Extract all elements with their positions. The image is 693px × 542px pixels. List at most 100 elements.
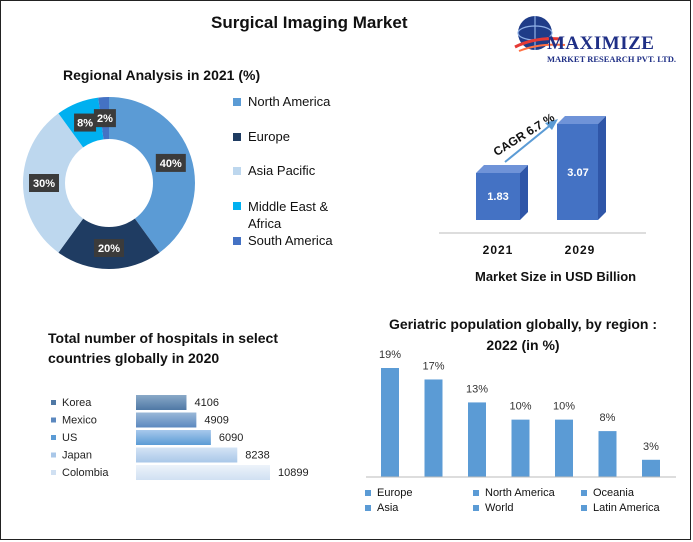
market-size-chart: 1.83 3.07 CAGR 6.7 % 2021 2029 bbox=[439, 110, 646, 257]
legend-swatch bbox=[473, 505, 479, 511]
legend-label: Asia bbox=[377, 502, 399, 514]
hospitals-chart: Korea 4106 Mexico 4909 US 6090 Japan 8238 Colomb… bbox=[51, 395, 309, 480]
geriatric-bar-value: 10% bbox=[509, 401, 531, 413]
hospital-bar bbox=[136, 447, 238, 463]
geriatric-bar-value: 19% bbox=[379, 349, 401, 361]
hospitals-title: Total number of hospitals in select coun… bbox=[48, 330, 278, 366]
hospital-bar bbox=[136, 430, 211, 445]
legend-swatch bbox=[51, 452, 56, 458]
donut-label-south-america: 2% bbox=[97, 113, 113, 125]
donut-title: Regional Analysis in 2021 (%) bbox=[63, 67, 261, 83]
donut-label-box bbox=[74, 113, 97, 132]
hospital-bar-value: 10899 bbox=[278, 467, 309, 479]
hospital-country-label: US bbox=[62, 432, 77, 444]
donut-label-box bbox=[155, 153, 186, 172]
donut-label-box bbox=[93, 109, 116, 128]
legend-swatch bbox=[51, 400, 56, 405]
legend-swatch bbox=[365, 505, 371, 511]
geriatric-bar bbox=[381, 368, 399, 477]
donut-chart: 40% 20% 30% 8% 2% bbox=[22, 97, 195, 269]
hospital-bar bbox=[136, 412, 197, 428]
legend-label: Middle East & Africa bbox=[248, 199, 329, 231]
geriatric-bar bbox=[468, 402, 486, 477]
legend-europe: Europe bbox=[365, 487, 412, 499]
donut-label-box bbox=[29, 174, 59, 192]
legend-swatch bbox=[365, 490, 371, 496]
legend-north-america: North America bbox=[473, 487, 555, 499]
hospital-country-label: Korea bbox=[62, 397, 92, 409]
hospital-bar-value: 4106 bbox=[194, 397, 218, 409]
legend-swatch bbox=[233, 133, 241, 141]
legend-swatch bbox=[51, 470, 56, 475]
x-label-2021: 2021 bbox=[483, 243, 514, 257]
geriatric-bar-value: 13% bbox=[466, 383, 488, 395]
main-title: Surgical Imaging Market bbox=[211, 13, 408, 32]
legend-asia-pacific: Asia Pacific bbox=[233, 163, 315, 178]
hospital-country-label: Colombia bbox=[62, 467, 109, 479]
legend-label: North America bbox=[248, 94, 331, 109]
donut-slice-north-america bbox=[109, 97, 195, 253]
geriatric-bar bbox=[642, 459, 660, 477]
legend-world: World bbox=[473, 502, 514, 514]
hospital-bar-value: 8238 bbox=[245, 450, 269, 462]
logo-name: MAXIMIZE bbox=[547, 33, 655, 54]
hospital-country-label: Japan bbox=[62, 450, 92, 462]
market-size-title: Market Size in USD Billion bbox=[475, 269, 637, 284]
donut-label-asia-pacific: 30% bbox=[33, 178, 55, 190]
geriatric-bar-value: 8% bbox=[600, 412, 616, 424]
legend-swatch bbox=[51, 417, 56, 423]
legend-europe: Europe bbox=[233, 129, 290, 144]
geriatric-bar-value: 17% bbox=[422, 360, 444, 372]
legend-swatch bbox=[233, 237, 241, 245]
donut-label-north-america: 40% bbox=[160, 158, 182, 170]
legend-label: North America bbox=[485, 487, 555, 499]
legend-label: Oceania bbox=[593, 487, 634, 499]
legend-label: Asia Pacific bbox=[248, 163, 316, 178]
donut-label-europe: 20% bbox=[98, 243, 120, 255]
legend-swatch bbox=[51, 435, 56, 440]
donut-label-box bbox=[94, 239, 124, 257]
bar-value-2021: 1.83 bbox=[487, 191, 508, 203]
cagr-arrow bbox=[504, 122, 554, 163]
hospital-bar bbox=[136, 395, 187, 410]
bar-2029 bbox=[557, 116, 606, 220]
geriatric-bar bbox=[555, 419, 573, 477]
cagr-arrow-head bbox=[545, 119, 558, 130]
legend-middle-east-africa: Middle East & Africa bbox=[233, 198, 333, 232]
legend-swatch bbox=[473, 490, 479, 496]
logo: MAXIMIZE MARKET RESEARCH PVT. LTD. bbox=[509, 9, 689, 67]
geriatric-bar bbox=[511, 419, 530, 477]
legend-swatch bbox=[233, 167, 241, 175]
legend-oceania: Oceania bbox=[581, 487, 634, 499]
legend-south-america: South America bbox=[233, 233, 333, 248]
geriatric-bar bbox=[598, 431, 617, 477]
geriatric-bar bbox=[424, 379, 443, 477]
geriatric-bar-value: 10% bbox=[553, 401, 575, 413]
hospital-bar-value: 4909 bbox=[204, 415, 228, 427]
legend-swatch bbox=[233, 98, 241, 106]
legend-label: Latin America bbox=[593, 502, 660, 514]
hospital-bar bbox=[136, 465, 270, 480]
geriatric-bar-value: 3% bbox=[643, 441, 659, 453]
legend-north-america: North America bbox=[233, 94, 330, 109]
legend-asia: Asia bbox=[365, 502, 398, 514]
bar-2021 bbox=[476, 165, 528, 220]
globe-icon bbox=[514, 16, 566, 52]
geriatric-chart: 19% 17% 13% 10% 10% 8% 3% bbox=[366, 349, 676, 478]
legend-swatch bbox=[581, 490, 587, 496]
donut-label-middle-east-africa: 8% bbox=[77, 118, 93, 130]
bar-value-2029: 3.07 bbox=[567, 167, 588, 179]
legend-swatch bbox=[581, 505, 587, 511]
cagr-label: CAGR 6.7 % bbox=[491, 110, 558, 159]
legend-label: Europe bbox=[377, 487, 413, 499]
legend-swatch bbox=[233, 202, 241, 210]
legend-latin-america: Latin America bbox=[581, 502, 660, 514]
hospital-bar-value: 6090 bbox=[219, 432, 243, 444]
geriatric-title: Geriatric population globally, by region… bbox=[388, 316, 658, 353]
legend-label: Europe bbox=[248, 129, 290, 144]
legend-label: South America bbox=[248, 233, 333, 248]
legend-label: World bbox=[485, 502, 514, 514]
logo-tagline: MARKET RESEARCH PVT. LTD. bbox=[547, 54, 677, 64]
x-label-2029: 2029 bbox=[565, 243, 596, 257]
